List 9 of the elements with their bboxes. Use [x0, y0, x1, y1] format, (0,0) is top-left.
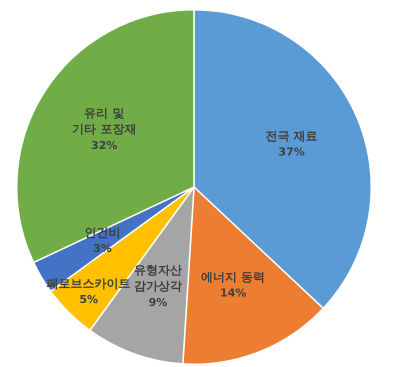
slice-label: 에너지 동력	[201, 270, 266, 284]
data-label: 32%	[91, 138, 118, 152]
data-label: 14%	[220, 286, 246, 300]
slice-label: 유리 및 기타 포장재	[72, 106, 136, 136]
data-label: 9%	[148, 296, 168, 309]
data-label: 37%	[278, 146, 305, 159]
data-label: 5%	[79, 293, 98, 306]
slice-label: 유형자산 감가상각	[134, 263, 182, 294]
slice-label: 전극 재료	[266, 128, 318, 143]
